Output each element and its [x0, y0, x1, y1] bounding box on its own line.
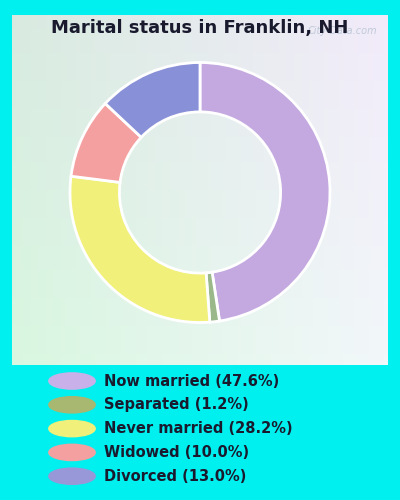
Text: Never married (28.2%): Never married (28.2%) [104, 421, 293, 436]
Text: Marital status in Franklin, NH: Marital status in Franklin, NH [51, 18, 349, 36]
Text: City-Data.com: City-Data.com [307, 26, 377, 36]
Circle shape [49, 444, 95, 460]
Text: Now married (47.6%): Now married (47.6%) [104, 374, 279, 388]
Wedge shape [105, 62, 200, 138]
Text: Divorced (13.0%): Divorced (13.0%) [104, 468, 246, 483]
Circle shape [49, 373, 95, 389]
Circle shape [49, 468, 95, 484]
Text: Widowed (10.0%): Widowed (10.0%) [104, 445, 249, 460]
Circle shape [49, 420, 95, 436]
Wedge shape [206, 272, 220, 322]
Wedge shape [200, 62, 330, 321]
Circle shape [49, 396, 95, 413]
Wedge shape [70, 176, 210, 322]
Wedge shape [71, 104, 141, 182]
Text: Separated (1.2%): Separated (1.2%) [104, 398, 249, 412]
